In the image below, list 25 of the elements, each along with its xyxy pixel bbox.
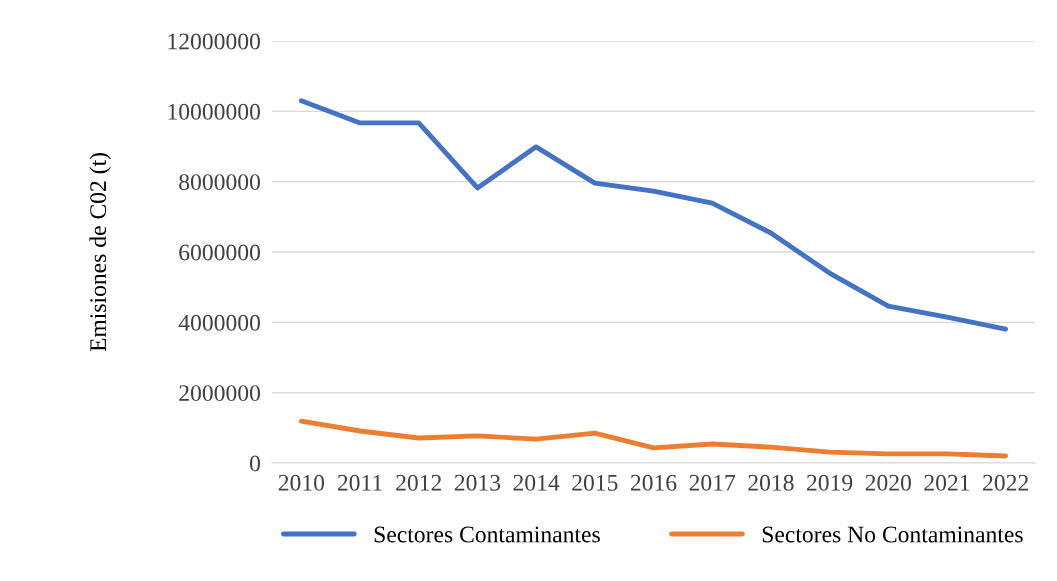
legend-label: Sectores Contaminantes: [374, 526, 600, 543]
x-tick-label: 2022: [983, 474, 1028, 491]
y-tick-label: 2000000: [179, 385, 260, 402]
x-tick-label: 2021: [924, 474, 970, 491]
x-tick-label: 2014: [513, 474, 560, 491]
x-tick-label: 2018: [748, 474, 794, 491]
line-series: [298, 98, 1009, 332]
y-tick-label: 12000000: [168, 33, 260, 50]
x-tick-label: 2013: [454, 474, 501, 491]
x-tick-label: 2016: [630, 474, 677, 491]
line-series: [298, 418, 1009, 459]
x-tick-label: 2011: [337, 474, 382, 491]
y-axis-title: Emisiones de C02 (t): [89, 153, 111, 352]
y-tick-label: 10000000: [168, 103, 260, 120]
y-tick-label: 4000000: [178, 314, 260, 331]
x-tick-label: 2020: [865, 474, 911, 491]
y-tick-label: 8000000: [179, 174, 260, 191]
x-tick-label: 2012: [396, 474, 442, 491]
y-tick-label: 0: [249, 455, 260, 472]
x-tick-label: 2019: [807, 474, 853, 491]
x-tick-label: 2017: [689, 474, 736, 491]
legend-label: Sectores No Contaminantes: [762, 526, 1023, 543]
y-tick-label: 6000000: [179, 244, 260, 261]
x-tick-label: 2010: [278, 474, 325, 491]
x-tick-label: 2015: [572, 474, 618, 491]
